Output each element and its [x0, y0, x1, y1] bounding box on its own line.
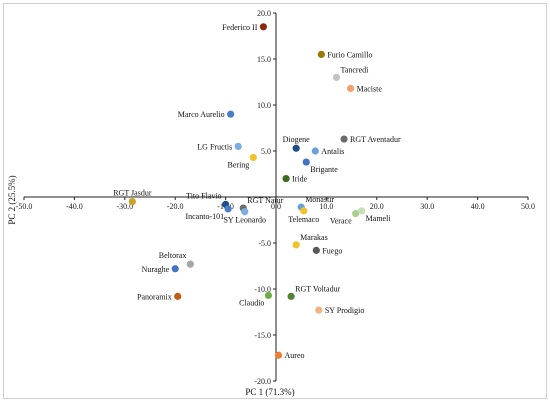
x-tick-label: -40.0 — [66, 202, 83, 211]
data-point — [241, 208, 249, 216]
point-label: Incanto-101 — [185, 212, 224, 221]
point-label: RGT Aventadur — [350, 135, 401, 144]
y-axis-title: PC 2 (25.5%) — [7, 175, 17, 224]
point-label: Marakas — [300, 233, 328, 242]
point-label: RGT Voltadur — [295, 284, 340, 293]
point-label: Aureo — [285, 351, 305, 360]
data-point — [264, 291, 273, 300]
data-point — [171, 265, 179, 273]
point-label: Tito Flavio — [186, 191, 222, 200]
point-label: Maciste — [357, 84, 383, 93]
x-tick-label: 20.0 — [370, 202, 384, 211]
axes — [23, 12, 529, 382]
data-point — [317, 50, 325, 59]
point-label: Monastir — [305, 195, 334, 204]
x-tick-label: -50.0 — [16, 202, 33, 211]
data-point — [315, 306, 323, 314]
y-tick-label: -15.0 — [254, 331, 271, 340]
point-label: Furio Camillo — [327, 50, 372, 59]
data-point — [274, 351, 283, 359]
data-point — [340, 135, 348, 143]
data-point — [186, 260, 194, 268]
data-point — [224, 205, 232, 213]
x-tick-label: 0.0 — [271, 202, 281, 211]
data-point — [292, 144, 300, 152]
point-label: Beltorax — [159, 251, 187, 260]
x-tick-label: 30.0 — [420, 202, 434, 211]
data-point — [312, 246, 320, 254]
data-point — [282, 175, 290, 183]
point-label: Verace — [330, 217, 352, 226]
data-point — [249, 153, 257, 162]
data-point — [302, 158, 310, 166]
data-point — [174, 292, 182, 300]
data-point — [346, 84, 355, 93]
y-tick-label: 20.0 — [257, 9, 271, 18]
data-point — [234, 142, 242, 150]
y-tick-label: 15.0 — [257, 55, 271, 64]
point-label: Fuego — [322, 246, 342, 255]
point-label: Nuraghe — [142, 265, 170, 274]
point-label: Mameli — [366, 214, 392, 223]
data-point — [292, 241, 300, 249]
point-label: SY Leonardo — [223, 216, 266, 225]
chart-frame: -50.0 -40.0 -30.0 -20.0 -10.0 0.0 10.0 20.0 30.0… — [3, 3, 547, 399]
data-point — [287, 292, 295, 300]
y-tick-label: -10.0 — [254, 285, 271, 294]
data-point — [259, 23, 267, 31]
data-point — [352, 209, 360, 218]
data-points — [128, 23, 366, 359]
data-point — [300, 207, 308, 215]
x-tick-label: -30.0 — [116, 202, 133, 211]
point-label: LG Fructis — [197, 142, 232, 151]
point-label: Diogene — [283, 135, 311, 144]
point-label: Antalis — [321, 147, 344, 156]
point-label: Brigante — [310, 165, 338, 174]
x-tick-label: 50.0 — [521, 202, 535, 211]
data-point — [358, 207, 366, 215]
pca-scatter-chart: -50.0 -40.0 -30.0 -20.0 -10.0 0.0 10.0 20.0 30.0… — [7, 9, 535, 397]
point-label: Marco Aurelio — [178, 110, 225, 119]
y-tick-label: 10.0 — [257, 101, 271, 110]
x-axis-title: PC 1 (71.3%) — [245, 387, 294, 397]
point-label: Telemaco — [288, 215, 319, 224]
data-point — [311, 147, 319, 155]
point-label: Federico II — [222, 23, 258, 32]
point-labels: Federico II Furio Camillo Tancredi Maciste M… — [113, 23, 401, 360]
point-label: Bering — [228, 160, 250, 169]
x-tick-label: 10.0 — [319, 202, 333, 211]
x-tick-label: 40.0 — [471, 202, 485, 211]
point-label: Claudio — [239, 298, 264, 307]
tick-labels: -50.0 -40.0 -30.0 -20.0 -10.0 0.0 10.0 20.0 30.0… — [16, 9, 535, 386]
point-label: Panoramix — [137, 292, 172, 301]
data-point — [128, 198, 136, 206]
point-label: SY Prodigio — [325, 306, 365, 315]
x-tick-label: -20.0 — [167, 202, 184, 211]
point-label: Tancredi — [340, 65, 369, 74]
y-tick-label: -5.0 — [258, 239, 271, 248]
point-label: Iride — [292, 175, 308, 184]
data-point — [332, 73, 341, 81]
point-label: RGT Natur — [247, 196, 283, 205]
data-point — [227, 110, 235, 118]
y-tick-label: 5.0 — [261, 147, 271, 156]
y-tick-label: -20.0 — [254, 377, 271, 386]
point-label: RGT Jasdur — [113, 189, 152, 198]
